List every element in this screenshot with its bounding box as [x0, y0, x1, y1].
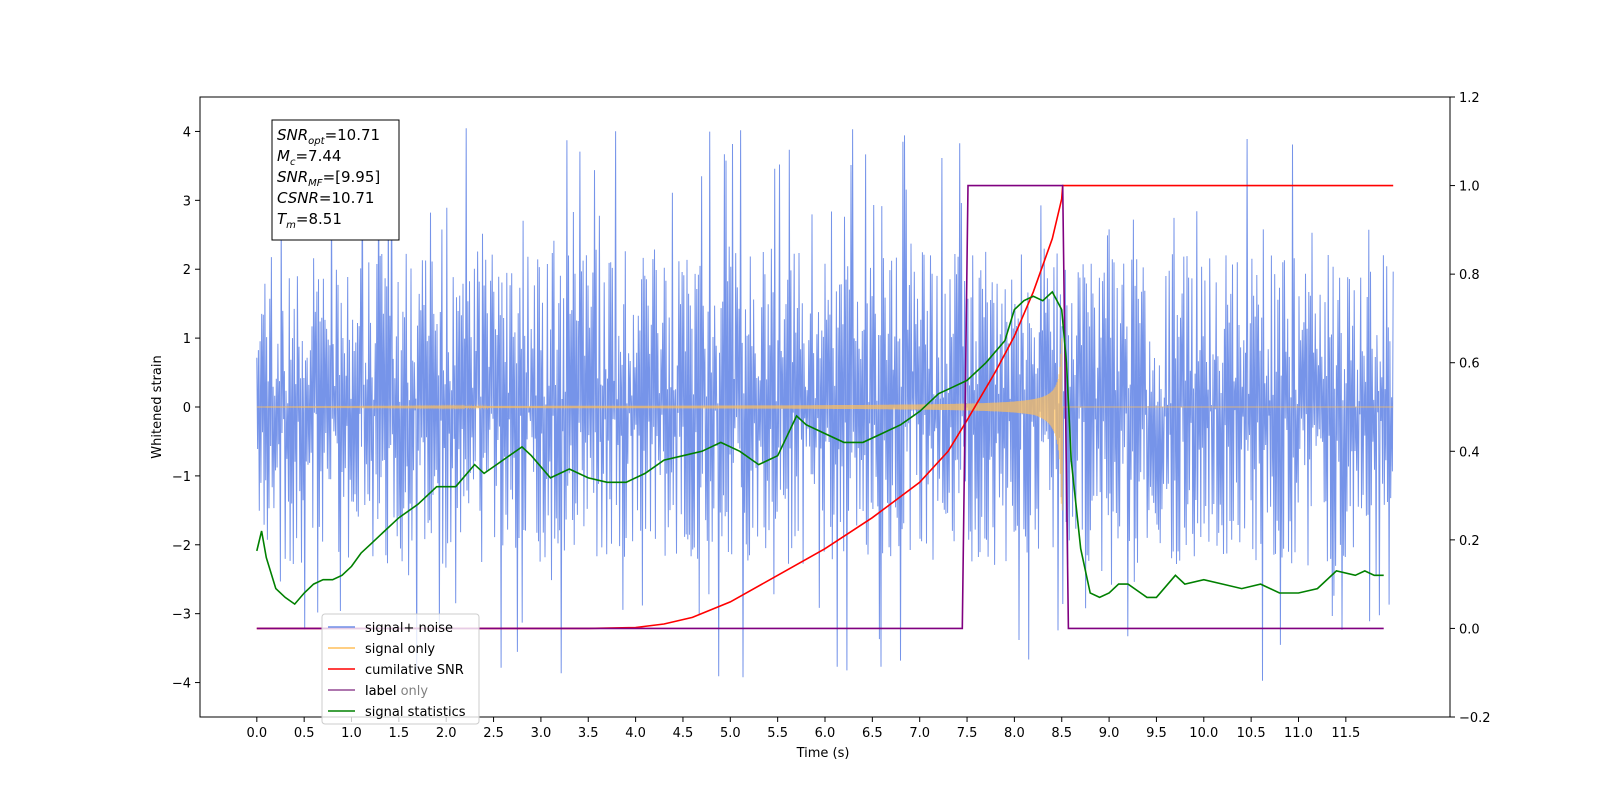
info-box: SNRopt=10.71Mc=7.44SNRMF=[9.95]CSNR=10.7…	[271, 119, 400, 241]
y-tick-label: 4	[183, 125, 191, 140]
x-tick-label: 9.0	[1099, 726, 1120, 741]
x-tick-label: 1.0	[341, 726, 362, 741]
series-signal-noise	[256, 128, 1394, 681]
y-tick-label: −1	[172, 470, 191, 485]
x-tick-label: 3.5	[578, 726, 599, 741]
legend-label-label: label	[365, 684, 396, 699]
x-tick-label: 6.0	[815, 726, 836, 741]
x-tick-label: 10.5	[1237, 726, 1266, 741]
legend-label-signal-only: signal only	[365, 642, 435, 657]
x-tick-label: 1.5	[389, 726, 410, 741]
y2-tick-label: 0.2	[1459, 534, 1480, 549]
info-box-frame	[271, 119, 400, 241]
y-tick-label: −3	[172, 608, 191, 623]
x-tick-label: 5.5	[767, 726, 788, 741]
y-tick-label: −4	[172, 677, 191, 692]
legend-frame	[321, 613, 480, 725]
x-tick-label: 7.5	[957, 726, 978, 741]
y-tick-label: 1	[183, 332, 191, 347]
y2-tick-label: 0.4	[1459, 445, 1480, 460]
series-cumilative-snr	[256, 184, 1394, 630]
legend-label-label-only: label only	[365, 684, 428, 699]
y-axis-label: Whitened strain	[150, 355, 165, 458]
info-line: Mc=7.44	[277, 147, 341, 168]
y-tick-label: 3	[183, 194, 191, 209]
x-tick-label: 4.0	[625, 726, 646, 741]
info-line: Tm=8.51	[277, 210, 342, 231]
y-tick-label: −2	[172, 539, 191, 554]
x-axis: 0.0 0.5 1.0 1.5 2.0 2.5 3.0 3.5 4.0 4.5 5.0 5.5 6.0 6…	[246, 717, 1360, 741]
x-tick-label: 6.5	[862, 726, 883, 741]
x-tick-label: 9.5	[1146, 726, 1167, 741]
x-tick-label: 0.5	[294, 726, 315, 741]
y2-tick-label: 0.8	[1459, 268, 1480, 283]
info-line: SNRMF=[9.95]	[277, 168, 380, 189]
x-axis-label: Time (s)	[796, 746, 850, 761]
y-tick-label: 0	[183, 401, 191, 416]
x-tick-label: 2.5	[483, 726, 504, 741]
x-tick-label: 2.0	[436, 726, 457, 741]
y2-tick-label: 1.0	[1459, 180, 1480, 195]
series-label	[256, 184, 1384, 630]
x-tick-label: 4.5	[673, 726, 694, 741]
series-signal-only	[256, 338, 1394, 511]
series-layer	[256, 128, 1394, 681]
series-signal-statistics	[256, 290, 1384, 606]
legend-label-signal-statistics: signal statistics	[365, 705, 466, 720]
y2-tick-label: 0.0	[1459, 622, 1480, 637]
x-tick-label: 8.5	[1051, 726, 1072, 741]
x-tick-label: 10.0	[1189, 726, 1218, 741]
legend: signal+ noise signal only cumilative SNR la…	[321, 613, 480, 725]
info-line: SNRopt=10.71	[277, 126, 380, 147]
info-line: CSNR=10.71	[277, 189, 374, 207]
legend-label-cumilative-snr: cumilative SNR	[365, 663, 464, 678]
y-axis-right: 1.2 1.0 0.8 0.6 0.4 0.2 0.0 −0.2	[1450, 91, 1491, 726]
x-tick-label: 11.0	[1284, 726, 1313, 741]
y2-tick-label: 0.6	[1459, 357, 1480, 372]
y-tick-label: 2	[183, 263, 191, 278]
x-tick-label: 8.0	[1004, 726, 1025, 741]
x-tick-label: 3.0	[531, 726, 552, 741]
legend-label-signal-noise: signal+ noise	[365, 621, 453, 636]
x-tick-label: 0.0	[246, 726, 267, 741]
y2-tick-label: −0.2	[1459, 711, 1491, 726]
x-tick-label: 5.0	[720, 726, 741, 741]
x-tick-label: 11.5	[1331, 726, 1360, 741]
y-axis-left: 4 3 2 1 0 −1 −2 −3 −4	[172, 125, 200, 692]
x-tick-label: 7.0	[909, 726, 930, 741]
y2-tick-label: 1.2	[1459, 91, 1480, 106]
